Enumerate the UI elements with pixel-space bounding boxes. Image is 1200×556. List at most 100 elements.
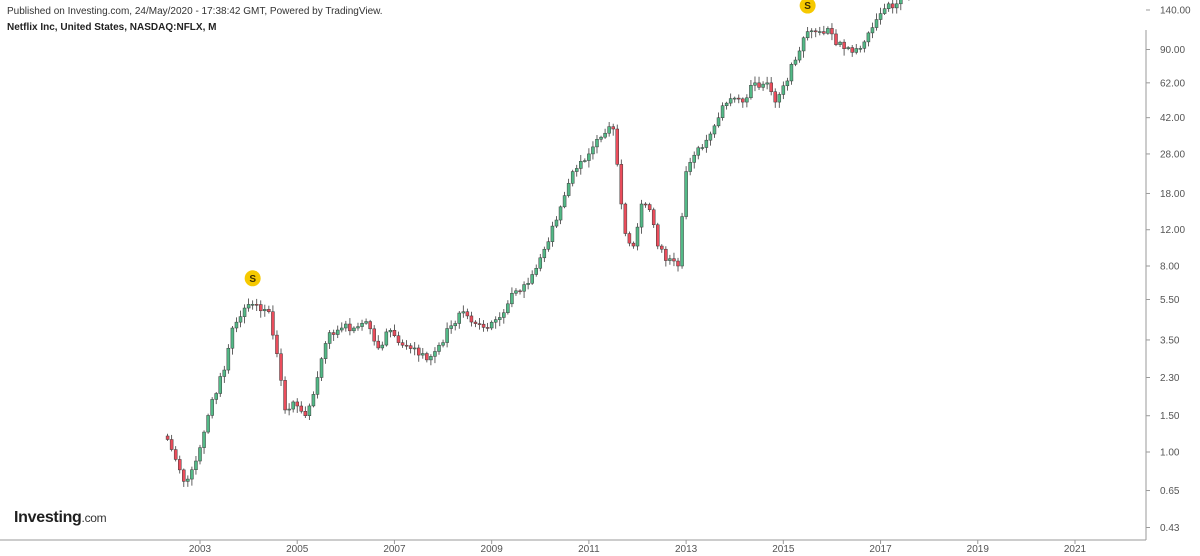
- candle-body-up: [263, 309, 267, 312]
- candle-body-up: [445, 328, 449, 343]
- candle-body-up: [538, 257, 543, 269]
- candle-body-up: [206, 415, 210, 433]
- candle: [506, 300, 510, 315]
- candle: [773, 88, 777, 108]
- candle-body-down: [850, 47, 854, 53]
- candle: [554, 216, 559, 228]
- candle-body-up: [493, 319, 498, 323]
- candle-body-up: [797, 50, 802, 61]
- candle-body-down: [611, 126, 615, 130]
- candle-body-up: [583, 160, 587, 162]
- marker-circle: [799, 0, 816, 14]
- candle: [668, 254, 672, 265]
- candle: [570, 169, 575, 187]
- candle-body-up: [384, 331, 389, 346]
- candle-body-down: [481, 323, 486, 328]
- candle: [279, 348, 283, 387]
- candle: [502, 309, 506, 324]
- candle: [433, 347, 437, 364]
- candle-body-up: [858, 48, 863, 50]
- candle-body-up: [526, 283, 530, 285]
- split-marker[interactable]: S: [244, 270, 261, 287]
- candle: [623, 202, 628, 237]
- candle: [449, 320, 453, 334]
- candle-body-up: [364, 321, 368, 324]
- candle-body-up: [805, 31, 810, 39]
- candle: [250, 300, 255, 310]
- candle-body-down: [773, 91, 777, 103]
- candle: [591, 141, 595, 160]
- candle: [412, 342, 417, 356]
- split-marker[interactable]: S: [799, 0, 816, 14]
- candle: [457, 310, 462, 329]
- candle: [465, 308, 470, 320]
- candle-body-up: [878, 13, 883, 20]
- candle: [368, 319, 372, 335]
- candle: [700, 144, 705, 151]
- candle: [254, 298, 259, 312]
- candle: [263, 304, 267, 317]
- candle: [777, 92, 782, 108]
- candle-body-up: [360, 322, 364, 327]
- candle-body-down: [619, 164, 624, 205]
- y-tick-label: 8.00: [1160, 262, 1180, 273]
- candle: [635, 223, 640, 251]
- candle-body-up: [230, 327, 235, 349]
- candle-body-up: [352, 327, 356, 332]
- candle: [805, 26, 810, 41]
- candle: [473, 320, 478, 328]
- candle-body-up: [854, 48, 858, 53]
- candle: [226, 344, 231, 374]
- candle-body-up: [696, 147, 701, 156]
- candle-body-down: [271, 311, 275, 336]
- candle: [514, 288, 518, 296]
- candle: [720, 102, 725, 121]
- candle: [684, 166, 688, 220]
- candle-body-down: [283, 380, 287, 411]
- candle: [558, 205, 563, 225]
- candle: [315, 371, 320, 399]
- candle-body-up: [866, 32, 871, 43]
- candle-body-up: [781, 85, 786, 95]
- candle-body-up: [226, 347, 231, 371]
- candle: [275, 330, 279, 358]
- candle-body-up: [421, 353, 425, 356]
- candle-body-down: [165, 435, 170, 440]
- candle: [801, 36, 806, 58]
- candle: [688, 157, 692, 176]
- candle: [291, 400, 295, 413]
- candle: [862, 40, 867, 53]
- candle: [562, 191, 567, 209]
- candle-body-up: [250, 304, 255, 306]
- y-tick-label: 28.00: [1160, 149, 1185, 160]
- candle: [830, 23, 834, 41]
- candle: [319, 357, 324, 381]
- candle-body-up: [514, 290, 518, 294]
- candle: [834, 29, 838, 47]
- candle: [680, 212, 684, 269]
- x-tick-label: 2015: [772, 544, 795, 555]
- candle: [737, 94, 741, 104]
- marker-label: S: [249, 274, 256, 285]
- event-markers[interactable]: SSP: [244, 0, 1045, 287]
- candle-body-up: [846, 47, 850, 49]
- candle: [259, 300, 263, 318]
- candle-body-down: [664, 248, 668, 261]
- candle: [210, 397, 214, 419]
- candle-body-down: [769, 82, 773, 92]
- candle-body-up: [708, 133, 713, 141]
- candle-body-up: [761, 83, 765, 88]
- candle: [376, 335, 380, 350]
- candle: [809, 28, 814, 39]
- candle: [267, 305, 271, 314]
- candle-body-down: [396, 335, 401, 343]
- candle-body-up: [574, 168, 579, 172]
- candle-body-up: [356, 326, 360, 329]
- y-tick-label: 90.00: [1160, 45, 1185, 56]
- y-axis-ticks: 1050.00700.00310.00210.00140.0090.0062.0…: [1146, 5, 1191, 534]
- candle: [651, 207, 656, 228]
- candle: [647, 202, 652, 212]
- x-tick-label: 2021: [1064, 544, 1087, 555]
- candle-body-down: [477, 323, 482, 325]
